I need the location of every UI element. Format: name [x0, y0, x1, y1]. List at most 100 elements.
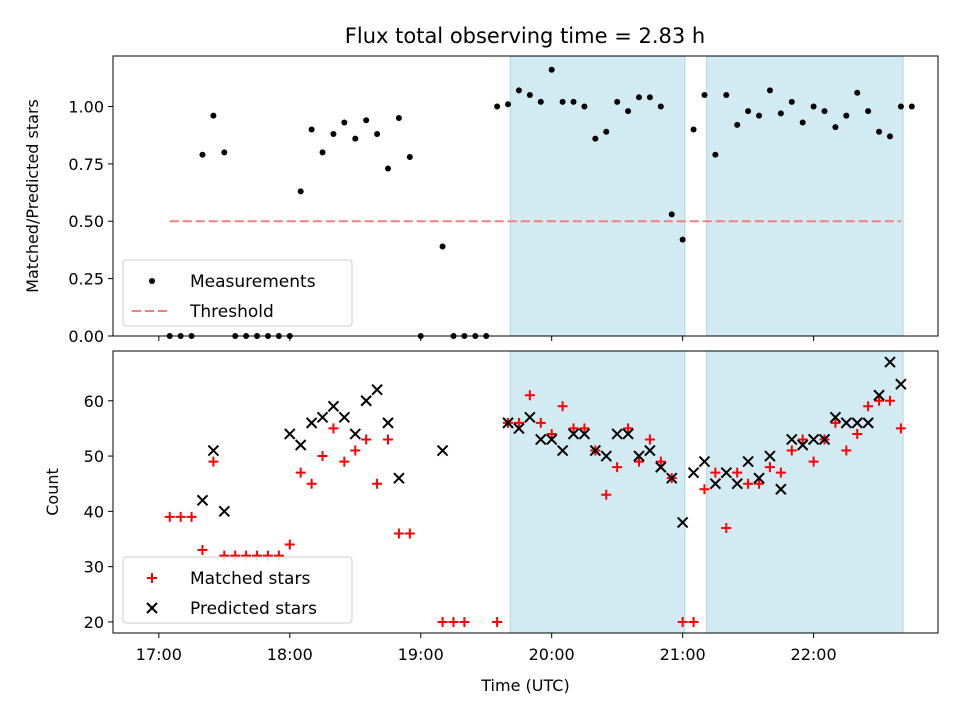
data-point [884, 356, 896, 368]
legend-swatch-x [146, 602, 158, 614]
series-measurements [166, 66, 915, 339]
data-point [218, 505, 231, 518]
x-tick-label: 20:00 [529, 645, 575, 664]
data-point [349, 428, 361, 440]
data-point [603, 128, 610, 135]
data-point [622, 428, 634, 440]
data-point [567, 428, 580, 440]
data-point [537, 98, 544, 105]
data-point [305, 417, 318, 429]
y-tick-label: 20 [84, 613, 104, 632]
data-point [297, 188, 304, 195]
data-point [164, 511, 175, 522]
legend-swatch-plus [147, 573, 157, 583]
data-point [646, 94, 653, 101]
data-point [406, 153, 413, 160]
data-point [734, 121, 741, 128]
data-point [764, 450, 776, 462]
data-point [341, 119, 348, 126]
data-point [494, 103, 501, 110]
data-point [841, 445, 852, 456]
data-point [721, 522, 732, 533]
data-point [568, 423, 579, 434]
data-point [821, 108, 828, 115]
data-point [633, 450, 645, 462]
series-predicted-stars [196, 356, 907, 529]
data-point [581, 103, 588, 110]
data-point [712, 151, 719, 158]
legend-swatch-dot [149, 278, 155, 284]
data-point [437, 616, 448, 627]
data-point [852, 428, 863, 439]
y-tick-label: 0.75 [68, 155, 104, 174]
top-panel-ratio: 0.00 0.25 0.50 0.75 1.00 Matched/Predicted st… [23, 55, 939, 346]
data-point [808, 456, 819, 467]
data-point [786, 433, 798, 446]
data-point [797, 434, 808, 445]
data-point [611, 428, 623, 440]
legend: Matched stars Predicted stars [122, 556, 353, 624]
data-point [317, 451, 328, 462]
data-point [404, 528, 415, 539]
data-point [196, 494, 209, 507]
data-point [742, 455, 754, 468]
data-point [897, 103, 904, 110]
data-point [699, 484, 710, 495]
data-point [874, 395, 885, 406]
data-point [753, 472, 765, 484]
data-point [754, 478, 765, 489]
data-point [807, 433, 820, 446]
data-point [393, 528, 404, 539]
legend-box [122, 259, 353, 327]
data-point [383, 434, 393, 445]
data-point [614, 98, 621, 105]
data-point [723, 92, 730, 99]
y-tick-label: 1.00 [68, 97, 104, 116]
data-point [316, 411, 329, 424]
data-point [186, 511, 197, 522]
data-point [766, 87, 773, 94]
data-point [221, 149, 228, 156]
data-point [363, 117, 370, 124]
x-axis-label: Time (UTC) [480, 676, 569, 695]
shaded-region-2 [706, 350, 904, 634]
data-point [873, 389, 885, 401]
data-point [535, 417, 546, 428]
shaded-region-2 [706, 55, 904, 337]
legend-label: Matched stars [190, 569, 310, 589]
data-point [294, 439, 307, 451]
data-point [843, 112, 850, 119]
data-point [319, 149, 326, 156]
data-point [592, 135, 599, 142]
data-point [830, 417, 841, 428]
data-point [679, 236, 686, 243]
series-matched-stars [164, 390, 906, 627]
legend: Measurements Threshold [122, 259, 353, 327]
data-point [339, 456, 350, 467]
data-point [908, 103, 915, 110]
data-point [895, 378, 907, 390]
data-point [623, 423, 634, 434]
data-point [372, 478, 383, 489]
data-point [197, 545, 208, 556]
data-point [655, 456, 666, 467]
data-point [799, 119, 806, 126]
data-point [690, 126, 697, 133]
data-point [526, 92, 533, 99]
data-point [677, 616, 688, 627]
data-point [448, 616, 459, 627]
data-point [548, 66, 555, 73]
data-point [535, 433, 547, 446]
data-point [327, 400, 340, 413]
data-point [210, 112, 217, 119]
data-point [382, 417, 394, 429]
data-point [832, 124, 839, 131]
x-tick-label: 19:00 [398, 645, 444, 664]
data-point [436, 444, 449, 457]
data-point [338, 411, 351, 424]
legend-label: Threshold [189, 302, 274, 322]
data-point [352, 135, 359, 142]
data-point [546, 428, 557, 439]
data-point [559, 98, 566, 105]
